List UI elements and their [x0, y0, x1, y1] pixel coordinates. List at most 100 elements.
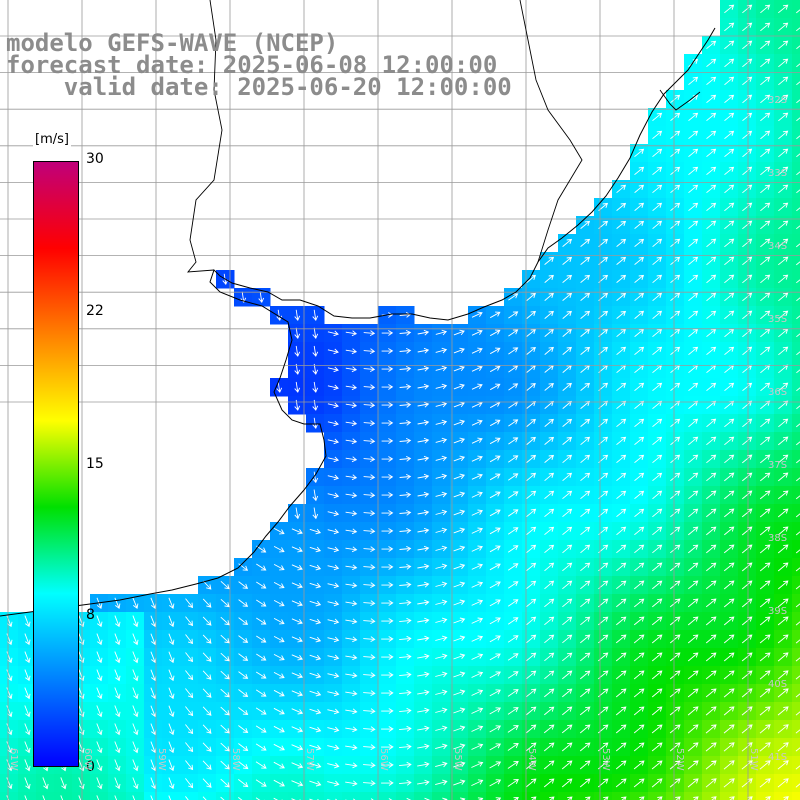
wind-arrow: [778, 454, 789, 464]
wind-arrow: [255, 797, 265, 800]
wind-arrow: [327, 474, 340, 481]
wind-arrow: [168, 705, 175, 718]
wind-arrow: [778, 310, 789, 320]
wind-arrow: [723, 706, 735, 716]
wind-arrow: [312, 345, 319, 357]
border-path: [659, 89, 701, 111]
wind-arrow: [406, 797, 412, 800]
wind-arrow: [634, 310, 645, 320]
wind-arrow: [42, 777, 49, 790]
wind-arrow: [114, 615, 121, 628]
wind-speed-cell: [792, 342, 800, 361]
wind-arrow: [202, 778, 212, 788]
wind-arrow: [562, 634, 573, 644]
wind-arrow: [741, 508, 753, 518]
wind-arrow: [363, 654, 376, 660]
wind-arrow: [381, 672, 394, 678]
wind-arrow: [778, 418, 789, 428]
wind-arrow: [687, 598, 699, 608]
wind-arrow: [706, 508, 717, 518]
wind-arrow: [150, 795, 154, 800]
coastline: [0, 0, 716, 617]
wind-arrow: [132, 705, 139, 718]
wind-arrow: [544, 472, 555, 482]
wind-arrow: [399, 473, 412, 480]
valid-date: valid date: 2025-06-20 12:00:00: [6, 73, 512, 101]
wind-arrow: [561, 778, 573, 788]
wind-arrow: [417, 437, 430, 444]
wind-arrow: [114, 777, 121, 790]
wind-arrow: [544, 634, 555, 644]
wind-speed-cell: [648, 792, 667, 800]
wind-arrow: [760, 76, 771, 86]
wind-arrow: [132, 777, 139, 790]
wind-arrow: [778, 76, 789, 86]
wind-arrow: [363, 510, 376, 516]
wind-arrow: [417, 617, 430, 624]
wind-arrow: [759, 724, 771, 734]
wind-arrow: [742, 76, 753, 86]
wind-arrow: [580, 634, 591, 644]
wind-speed-cell: [522, 792, 541, 800]
wind-arrow: [688, 184, 699, 194]
wind-arrow: [312, 381, 319, 393]
wind-arrow: [185, 742, 194, 753]
wind-arrow: [185, 796, 189, 800]
wind-arrow: [202, 598, 212, 608]
wind-speed-cell: [792, 486, 800, 505]
wind-speed-cell: [792, 324, 800, 343]
wind-arrow: [417, 671, 430, 678]
wind-arrow: [760, 256, 771, 266]
wind-arrow: [796, 117, 800, 122]
wind-arrow: [760, 94, 771, 104]
wind-arrow: [327, 564, 340, 571]
wind-speed-cell: [414, 792, 433, 800]
wind-arrow: [777, 688, 789, 698]
wind-arrow: [760, 40, 771, 50]
wind-arrow: [795, 693, 800, 698]
wind-arrow: [706, 220, 717, 230]
wind-arrow: [507, 779, 519, 787]
wind-speed-cell: [738, 792, 757, 800]
wind-arrow: [526, 634, 537, 644]
wind-arrow: [579, 760, 591, 770]
wind-arrow: [489, 473, 501, 481]
wind-arrow: [687, 706, 699, 716]
wind-arrow: [345, 690, 358, 697]
wind-speed-cell: [792, 234, 800, 253]
wind-arrow: [687, 670, 699, 680]
wind-arrow: [544, 526, 555, 536]
wind-speed-cell: [792, 432, 800, 451]
wind-arrow: [687, 634, 699, 644]
wind-arrow: [777, 670, 789, 680]
wind-arrow: [670, 238, 681, 248]
wind-arrow: [651, 634, 663, 644]
wind-arrow: [453, 347, 465, 354]
wind-arrow: [435, 563, 448, 570]
wind-arrow: [562, 490, 573, 500]
wind-arrow: [309, 690, 322, 697]
wind-arrow: [742, 472, 753, 482]
wind-arrow: [345, 348, 358, 355]
wind-arrow: [381, 348, 394, 354]
wind-arrow: [471, 743, 484, 750]
wind-arrow: [327, 402, 339, 409]
wind-arrow: [652, 346, 663, 356]
wind-arrow: [435, 689, 448, 696]
wind-arrow: [381, 438, 394, 444]
wind-arrow: [687, 724, 699, 734]
wind-speed-cell: [90, 792, 109, 800]
wind-arrow: [417, 761, 430, 768]
wind-arrow: [345, 654, 358, 661]
wind-arrow: [759, 508, 771, 518]
wind-arrow: [399, 383, 412, 390]
wind-arrow: [634, 166, 645, 176]
wind-arrow: [96, 669, 103, 682]
wind-arrow: [670, 130, 681, 140]
wind-arrow: [777, 724, 789, 734]
wind-arrow: [634, 598, 645, 608]
wind-arrow: [526, 328, 536, 337]
wind-arrow: [724, 4, 735, 14]
wind-arrow: [507, 635, 519, 643]
wind-arrow: [453, 455, 465, 462]
